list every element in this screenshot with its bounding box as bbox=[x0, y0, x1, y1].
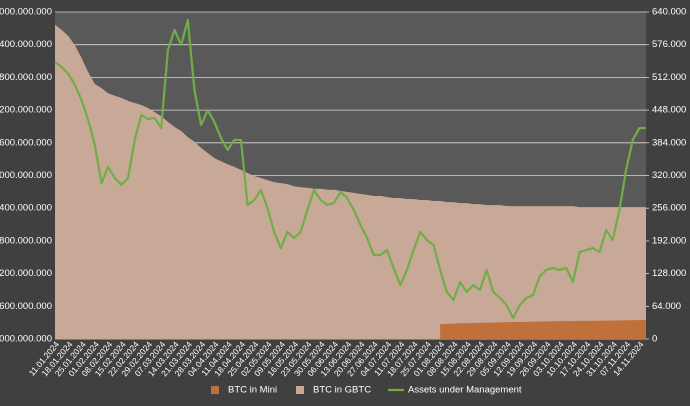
legend-swatch bbox=[211, 386, 219, 394]
area bbox=[440, 320, 646, 339]
area bbox=[55, 24, 646, 339]
y2-tick-label: 384.000 bbox=[652, 137, 686, 148]
y-tick-label: $22.600.000.000 bbox=[0, 137, 52, 148]
y-tick-label: $16.200.000.000 bbox=[0, 268, 52, 279]
y2-tick-label: 448.000 bbox=[652, 105, 686, 116]
legend-label: BTC in GBTC bbox=[313, 385, 371, 396]
y2-tick-label: 0 bbox=[652, 334, 657, 345]
y2-tick-label: 256.000 bbox=[652, 203, 686, 214]
y-tick-label: $17.800.000.000 bbox=[0, 235, 52, 246]
y2-tick-label: 640.000 bbox=[652, 7, 686, 18]
line bbox=[54, 18, 646, 320]
y-tick-label: $21.000.000.000 bbox=[0, 170, 52, 181]
y-tick-label: $27.400.000.000 bbox=[0, 39, 52, 50]
y2-tick-label: 64.000 bbox=[652, 301, 681, 312]
y-tick-label: $19.400.000.000 bbox=[0, 203, 52, 214]
y2-tick-label: 128.000 bbox=[652, 268, 686, 279]
y-tick-label: $13.000.000.000 bbox=[0, 334, 52, 345]
y2-tick-label: 512.000 bbox=[652, 72, 686, 83]
y-tick-label: $14.600.000.000 bbox=[0, 301, 52, 312]
y-tick-label: $29.000.000.000 bbox=[0, 7, 52, 18]
y-tick-label: $24.200.000.000 bbox=[0, 105, 52, 116]
y-tick-label: $25.800.000.000 bbox=[0, 72, 52, 83]
legend-swatch bbox=[296, 386, 304, 394]
y2-tick-label: 192.000 bbox=[652, 235, 686, 246]
y2-tick-label: 320.000 bbox=[652, 170, 686, 181]
y2-tick-label: 576.000 bbox=[652, 39, 686, 50]
legend-label: BTC in Mini bbox=[228, 385, 277, 396]
legend-label: Assets under Management bbox=[408, 385, 522, 396]
